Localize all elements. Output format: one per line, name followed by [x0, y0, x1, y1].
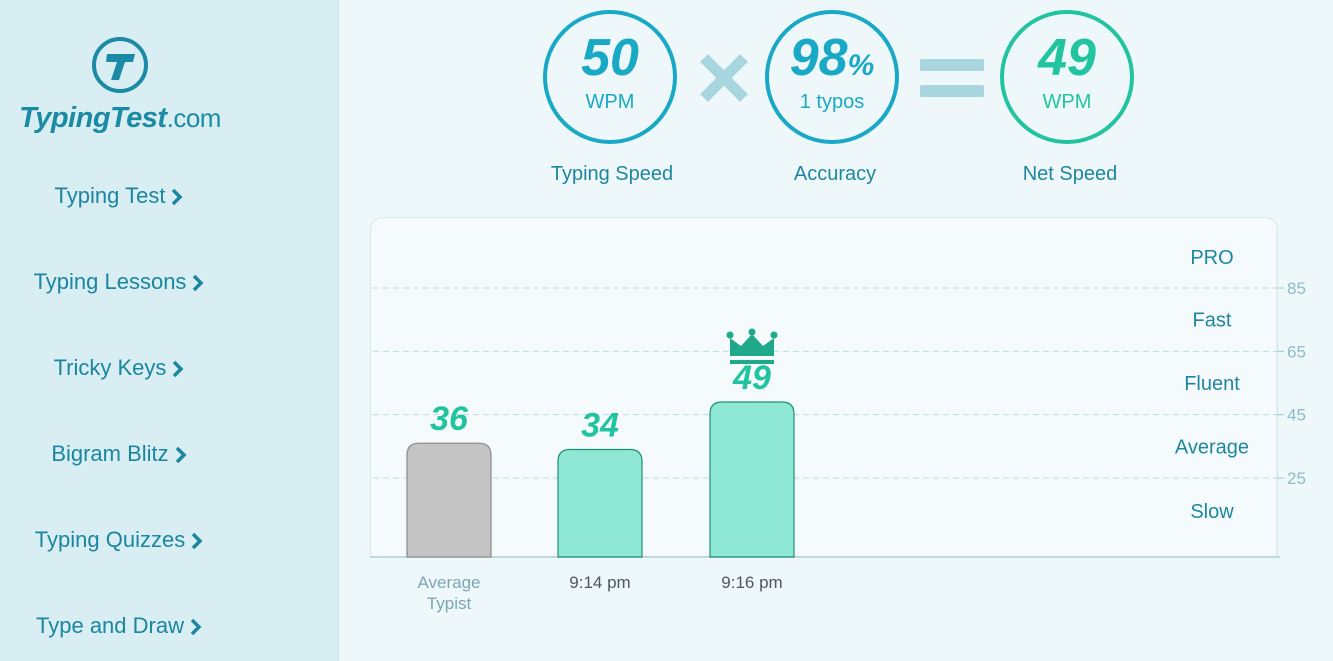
sidebar-item-label: Typing Lessons: [33, 269, 187, 294]
sidebar-item-type-and-draw[interactable]: Type and Draw: [0, 606, 238, 646]
chevron-right-icon: [175, 434, 187, 474]
accuracy-typos: 1 typos: [799, 91, 865, 113]
sidebar-item-label: Tricky Keys: [53, 355, 167, 380]
accuracy-value: 98: [789, 29, 848, 87]
multiply-icon: [700, 54, 748, 102]
chevron-right-icon: [192, 262, 204, 302]
typing-speed-value: 50: [581, 29, 639, 87]
x-tick-label: 9:14 pm: [569, 573, 631, 592]
x-tick-label: Average Typist: [417, 573, 481, 613]
speed-chart-panel: [370, 217, 1278, 558]
typing-speed-unit: WPM: [585, 91, 635, 113]
sidebar-item-tricky-keys[interactable]: Tricky Keys: [0, 348, 238, 388]
sidebar-item-typing-quizzes[interactable]: Typing Quizzes: [0, 520, 238, 560]
equals-icon: [920, 59, 984, 97]
x-tick-label: 9:16 pm: [721, 573, 783, 592]
sidebar-item-typing-lessons[interactable]: Typing Lessons: [0, 262, 238, 302]
y-tick-label: 85: [1287, 279, 1306, 298]
logo[interactable]: TypingTest.com: [0, 36, 240, 135]
typing-speed-circle: 50 WPM: [543, 10, 677, 144]
accuracy-value-wrap: 98%: [769, 28, 895, 96]
sidebar-item-label: Type and Draw: [36, 613, 184, 638]
typingtest-logo-icon: [92, 37, 148, 93]
net-speed-circle: 49 WPM: [1000, 10, 1134, 144]
chevron-right-icon: [190, 606, 202, 646]
sidebar-item-label: Typing Quizzes: [34, 527, 186, 552]
accuracy-percent: %: [847, 49, 875, 82]
logo-text: TypingTest.com: [0, 102, 240, 135]
chevron-right-icon: [172, 348, 184, 388]
net-speed-unit: WPM: [1042, 91, 1092, 113]
logo-suffix: .com: [166, 103, 222, 133]
chevron-right-icon: [171, 176, 183, 216]
sidebar-item-bigram-blitz[interactable]: Bigram Blitz: [0, 434, 238, 474]
y-tick-label: 45: [1287, 406, 1306, 425]
net-speed-value: 49: [1038, 29, 1096, 87]
chevron-right-icon: [191, 520, 203, 560]
sidebar-item-label: Typing Test: [54, 183, 166, 208]
sidebar: TypingTest.com Typing Test Typing Lesson…: [0, 0, 339, 661]
y-tick-label: 65: [1287, 342, 1306, 361]
y-tick-label: 25: [1287, 469, 1306, 488]
sidebar-item-label: Bigram Blitz: [51, 441, 169, 466]
typing-speed-caption: Typing Speed: [550, 163, 674, 185]
accuracy-circle: 98% 1 typos: [765, 10, 899, 144]
logo-name: TypingTest: [19, 102, 167, 134]
net-speed-caption: Net Speed: [1022, 163, 1118, 185]
accuracy-caption: Accuracy: [793, 163, 877, 185]
sidebar-item-typing-test[interactable]: Typing Test: [0, 176, 238, 216]
